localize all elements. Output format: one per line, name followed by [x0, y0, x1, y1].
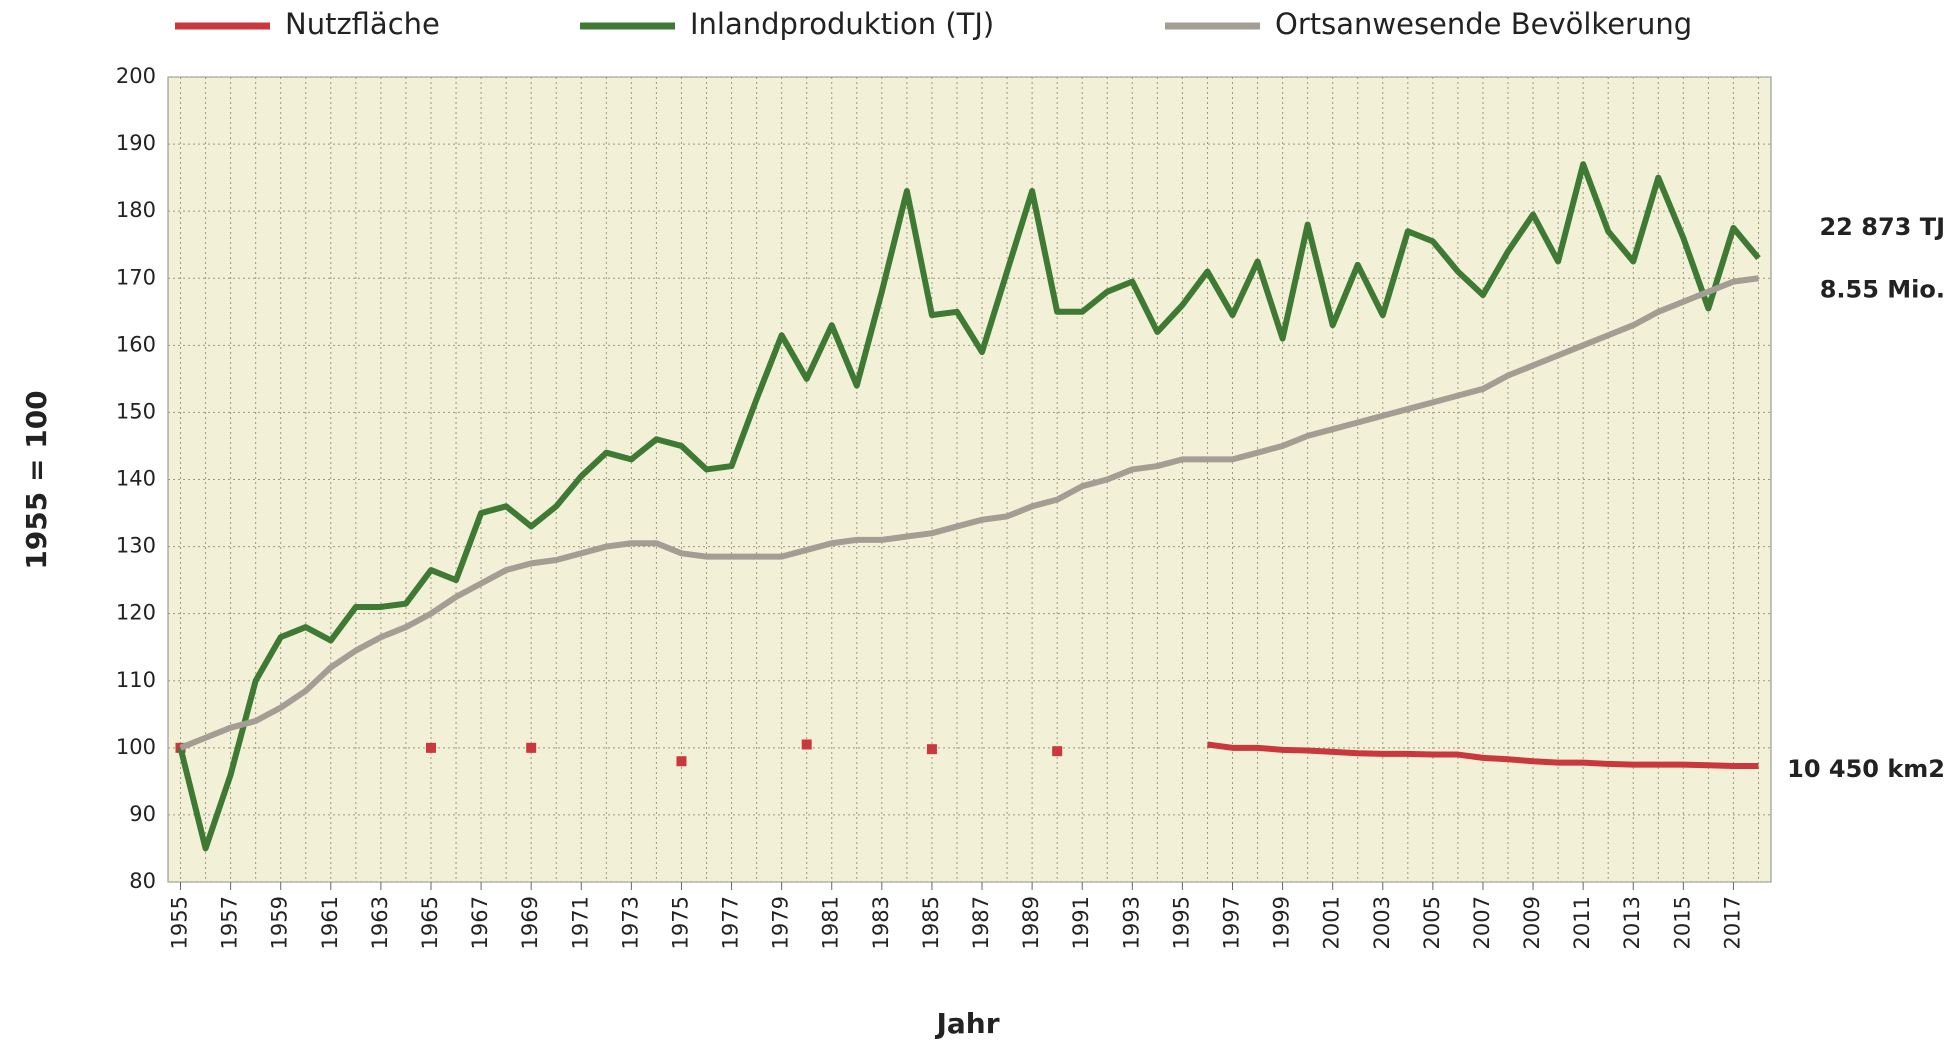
x-axis-label: Jahr [934, 1007, 999, 1040]
x-tick-label: 2017 [1720, 896, 1744, 949]
x-tick-label: 1967 [468, 896, 492, 949]
y-tick-label: 120 [116, 601, 156, 625]
x-tick-label: 1999 [1270, 896, 1294, 949]
series-line [179, 275, 1759, 751]
x-tick-label: 1985 [919, 896, 943, 949]
x-tick-label: 1997 [1219, 896, 1243, 949]
x-tick-label: 2003 [1370, 896, 1394, 949]
x-tick-label: 1973 [618, 896, 642, 949]
point [1052, 746, 1063, 757]
point [425, 742, 436, 753]
x-tick-label: 2013 [1620, 896, 1644, 949]
x-tick-label: 2015 [1670, 896, 1694, 949]
y-tick-label: 90 [129, 802, 156, 826]
x-tick-label: 2005 [1420, 896, 1444, 949]
x-tick-label: 1957 [218, 896, 242, 949]
x-tick-label: 1977 [719, 896, 743, 949]
legend-label: Nutzfläche [285, 7, 440, 41]
x-tick-label: 1971 [568, 896, 592, 949]
x-tick-label: 1963 [368, 896, 392, 949]
y-tick-label: 130 [116, 534, 156, 558]
x-tick-label: 2009 [1520, 896, 1544, 949]
x-tick-label: 1981 [819, 896, 843, 949]
end-label: 10 450 km2 [1787, 755, 1945, 783]
point [926, 744, 937, 755]
y-tick-label: 170 [116, 265, 156, 289]
x-tick-label: 1987 [969, 896, 993, 949]
point [676, 756, 687, 767]
x-tick-label: 2007 [1470, 896, 1494, 949]
y-tick-label: 180 [116, 198, 156, 222]
series-line [1207, 741, 1759, 769]
legend-label: Ortsanwesende Bevölkerung [1275, 7, 1692, 41]
x-tick-label: 1961 [318, 896, 342, 949]
y-axis-label: 1955 = 100 [20, 390, 53, 569]
x-tick-label: 2001 [1320, 896, 1344, 949]
x-tick-label: 2011 [1570, 896, 1594, 949]
y-tick-label: 190 [116, 131, 156, 155]
x-tick-label: 1959 [268, 896, 292, 949]
point [526, 742, 537, 753]
x-tick-label: 1975 [668, 896, 692, 949]
series-line [177, 161, 1761, 852]
x-tick-label: 1983 [869, 896, 893, 949]
y-tick-label: 140 [116, 467, 156, 491]
x-tick-label: 1955 [168, 896, 192, 949]
end-label: 22 873 TJ [1819, 213, 1945, 241]
legend-label: Inlandproduktion (TJ) [690, 7, 994, 41]
point [801, 739, 812, 750]
end-label: 8.55 Mio. [1820, 275, 1945, 303]
y-tick-label: 160 [116, 332, 156, 356]
x-tick-label: 1965 [418, 896, 442, 949]
x-tick-label: 1969 [518, 896, 542, 949]
x-tick-label: 1995 [1169, 896, 1193, 949]
y-tick-label: 110 [116, 668, 156, 692]
y-tick-label: 80 [129, 869, 156, 893]
y-tick-label: 100 [116, 735, 156, 759]
x-tick-label: 1991 [1069, 896, 1093, 949]
y-tick-label: 200 [116, 64, 156, 88]
x-tick-label: 1979 [769, 896, 793, 949]
x-tick-label: 1989 [1019, 896, 1043, 949]
y-tick-label: 150 [116, 399, 156, 423]
x-tick-label: 1993 [1119, 896, 1143, 949]
